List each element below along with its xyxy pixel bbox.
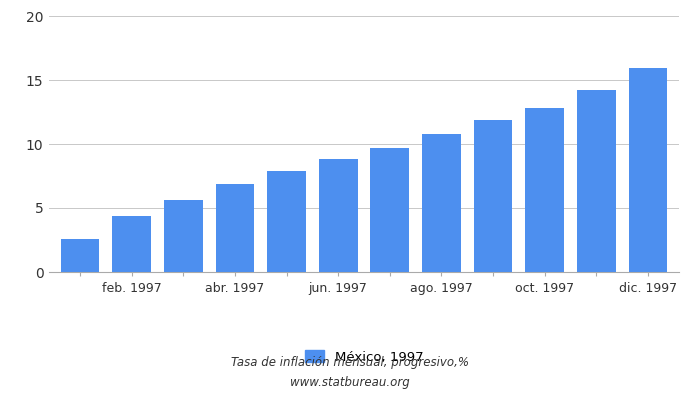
Bar — [267, 171, 306, 272]
Bar — [370, 148, 410, 272]
Bar — [61, 239, 99, 272]
Bar — [112, 216, 151, 272]
Bar — [629, 68, 667, 272]
Bar — [577, 90, 616, 272]
Legend: México, 1997: México, 1997 — [304, 350, 424, 364]
Bar — [422, 134, 461, 272]
Bar — [318, 159, 358, 272]
Bar — [216, 184, 254, 272]
Text: www.statbureau.org: www.statbureau.org — [290, 376, 410, 389]
Bar — [164, 200, 202, 272]
Text: Tasa de inflación mensual, progresivo,%: Tasa de inflación mensual, progresivo,% — [231, 356, 469, 369]
Bar — [526, 108, 564, 272]
Bar — [474, 120, 512, 272]
